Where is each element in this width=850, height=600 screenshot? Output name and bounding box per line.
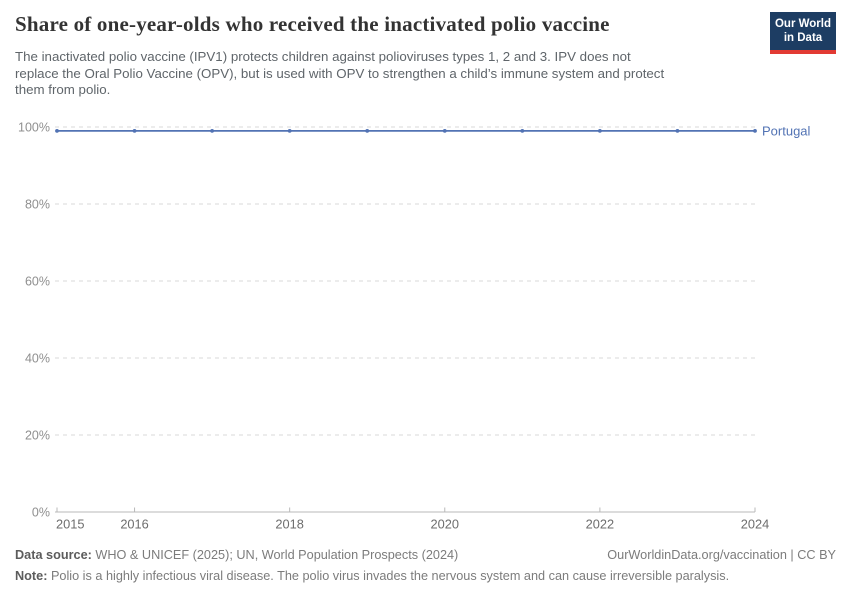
x-tick-label-2018: 2018	[275, 517, 303, 532]
data-point-portugal-2018[interactable]	[287, 128, 292, 133]
logo-line-1: Our World	[774, 18, 831, 30]
datasource: Data source: WHO & UNICEF (2025); UN, Wo…	[15, 548, 458, 563]
y-tick-label-20: 20%	[25, 428, 50, 442]
data-point-portugal-2022[interactable]	[597, 128, 602, 133]
data-point-portugal-2023[interactable]	[675, 128, 680, 133]
chart-title: Share of one-year-olds who received the …	[15, 12, 610, 36]
x-tick-label-2022: 2022	[586, 517, 614, 532]
data-point-portugal-2015[interactable]	[55, 128, 59, 133]
data-point-portugal-2017[interactable]	[210, 128, 215, 133]
subtitle-line-1: The inactivated polio vaccine (IPV1) pro…	[15, 49, 631, 64]
x-tick-label-2020: 2020	[431, 517, 459, 532]
y-tick-label-60: 60%	[25, 274, 50, 288]
subtitle-line-2: replace the Oral Polio Vaccine (OPV), bu…	[15, 65, 665, 81]
chart-subtitle: The inactivated polio vaccine (IPV1) pro…	[15, 49, 755, 99]
x-tick-label-2024: 2024	[741, 517, 769, 532]
datasource-text: WHO & UNICEF (2025); UN, World Populatio…	[91, 548, 459, 562]
data-point-portugal-2019[interactable]	[365, 128, 370, 133]
note-text: Polio is a highly infectious viral disea…	[47, 569, 730, 583]
x-tick-label-2015: 2015	[56, 517, 84, 532]
attribution-link[interactable]: OurWorldinData.org/vaccination | CC BY	[607, 548, 836, 562]
note-label: Note:	[15, 569, 48, 583]
data-point-portugal-2020[interactable]	[442, 128, 447, 133]
y-tick-label-0: 0%	[32, 505, 50, 519]
datasource-label: Data source:	[15, 548, 92, 562]
logo-line-2: in Data	[783, 31, 823, 44]
data-point-portugal-2024[interactable]	[753, 128, 757, 133]
data-point-portugal-2021[interactable]	[520, 128, 525, 133]
owid-logo[interactable]: Our World in Data	[770, 12, 836, 54]
y-tick-label-80: 80%	[25, 197, 50, 211]
data-point-portugal-2016[interactable]	[132, 128, 137, 133]
x-tick-label-2016: 2016	[120, 517, 148, 532]
footer-datasource-row: Data source: WHO & UNICEF (2025); UN, Wo…	[15, 548, 836, 563]
y-tick-label-100: 100%	[18, 120, 50, 134]
subtitle-line-3: them from polio.	[15, 82, 111, 98]
footer-note-row: Note: Polio is a highly infectious viral…	[15, 569, 836, 584]
series-label-portugal[interactable]: Portugal	[762, 123, 811, 138]
y-tick-label-40: 40%	[25, 351, 50, 365]
